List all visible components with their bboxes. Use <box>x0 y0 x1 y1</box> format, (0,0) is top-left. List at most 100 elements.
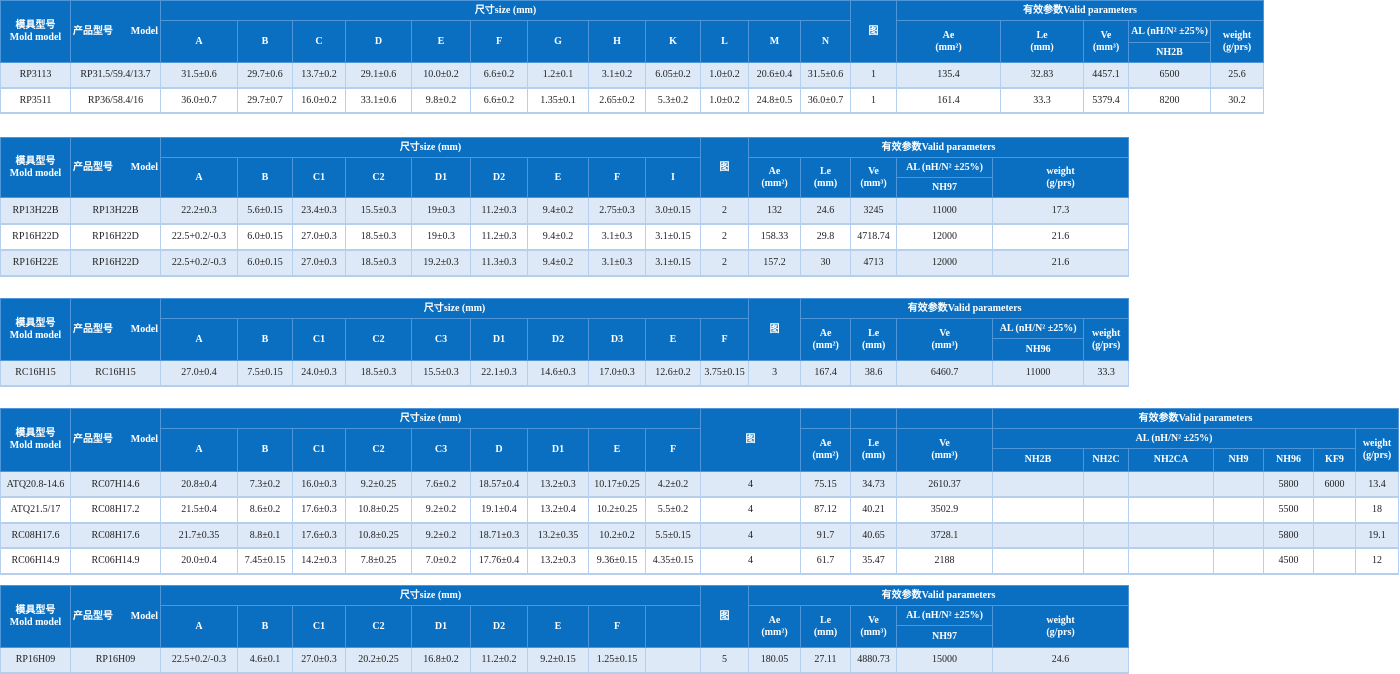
ve-header: Ve (mm³) <box>896 428 993 472</box>
table-cell: 15.5±0.3 <box>411 360 471 387</box>
table-cell: 23.4±0.3 <box>292 197 346 225</box>
dim-header-C2: C2 <box>345 318 412 361</box>
table-cell: 18 <box>1354 497 1400 524</box>
table-cell: 2610.37 <box>896 471 993 498</box>
model-label: Model <box>130 323 158 335</box>
size-header: 尺寸size (mm) <box>160 585 701 606</box>
material-header-KF9: KF9 <box>1313 448 1356 472</box>
table-cell: 3.1±0.3 <box>588 223 646 251</box>
table-cell <box>1128 522 1214 549</box>
table-cell: ATQ21.5/17 <box>0 497 71 524</box>
table-cell: 11.2±0.3 <box>470 223 528 251</box>
table-cell: 18.71±0.3 <box>470 522 528 549</box>
table-cell: 9.4±0.2 <box>527 197 589 225</box>
table-cell: 9.2±0.25 <box>345 471 412 498</box>
table-cell: 5 <box>700 647 749 674</box>
le-header: Le (mm) <box>1000 20 1084 63</box>
blank-header <box>896 408 993 429</box>
table-cell: 27.0±0.4 <box>160 360 238 387</box>
table-cell: 1.0±0.2 <box>700 87 749 114</box>
product-model-header: 产品型号 Model <box>70 0 161 63</box>
table-cell: 21.5±0.4 <box>160 497 238 524</box>
table-cell: 3.1±0.3 <box>588 249 646 277</box>
spec-table-2: 模具型号 Mold model 产品型号 Model 尺寸size (mm) 图有效参数… <box>0 137 1130 277</box>
table-cell: 61.7 <box>800 548 851 575</box>
dim-header-A: A <box>160 605 238 648</box>
table-cell: ATQ20.8-14.6 <box>0 471 71 498</box>
table-cell: 161.4 <box>896 87 1001 114</box>
table-cell: 12 <box>1354 548 1400 575</box>
table-cell: 4718.74 <box>850 223 897 251</box>
table-cell: 4880.73 <box>850 647 897 674</box>
table-row: ATQ21.5/17 RC08H17.2 21.5±0.4 8.6±0.2 17.6±0… <box>0 497 1400 524</box>
table-cell: 91.7 <box>800 522 851 549</box>
dim-header-A: A <box>160 428 238 472</box>
le-header: Le (mm) <box>850 318 898 361</box>
table-cell <box>1213 497 1264 524</box>
material-header-NH97: NH97 <box>896 177 993 198</box>
table-cell <box>1128 471 1214 498</box>
table-cell: 4.35±0.15 <box>645 548 701 575</box>
table-cell: 9.2±0.2 <box>411 497 471 524</box>
product-model-header: 产品型号 Model <box>70 585 161 648</box>
table-cell: 7.3±0.2 <box>237 471 293 498</box>
table-cell: 9.2±0.15 <box>527 647 589 674</box>
table-cell: 9.4±0.2 <box>527 223 589 251</box>
table-cell: 4457.1 <box>1083 62 1129 89</box>
table-cell: 20.6±0.4 <box>748 62 801 89</box>
product-model-label: 产品型号 <box>73 610 113 622</box>
table-cell: 36.0±0.7 <box>160 87 238 114</box>
table-cell: 8200 <box>1128 87 1211 114</box>
dim-header-B: B <box>237 318 293 361</box>
table-cell: 27.0±0.3 <box>292 223 346 251</box>
spec-table-3: 模具型号 Mold model 产品型号 Model 尺寸size (mm) 图有效参数… <box>0 298 1130 387</box>
ve-header: Ve (mm³) <box>850 157 897 198</box>
table-cell: RP3511 <box>0 87 71 114</box>
table-cell: 17.76±0.4 <box>470 548 528 575</box>
valid-parameters-header: 有效参数Valid parameters <box>800 298 1130 319</box>
table-cell <box>1213 471 1264 498</box>
size-header: 尺寸size (mm) <box>160 408 701 429</box>
table-cell: 5.5±0.15 <box>645 522 701 549</box>
table-cell: 16.0±0.2 <box>292 87 346 114</box>
table-cell: 13.2±0.4 <box>527 497 589 524</box>
table-cell: 5.6±0.15 <box>237 197 293 225</box>
model-label: Model <box>130 25 158 37</box>
al-header: AL (nH/N² ±25%) <box>896 605 993 626</box>
table-cell: 6500 <box>1128 62 1211 89</box>
table-cell: RC06H14.9 <box>70 548 161 575</box>
dim-header-I: I <box>645 157 701 198</box>
figure-header: 图 <box>700 137 749 198</box>
table-cell <box>1313 522 1356 549</box>
dim-header-C3: C3 <box>411 318 471 361</box>
table-cell: 12.6±0.2 <box>645 360 701 387</box>
table-cell <box>1083 497 1129 524</box>
spec-table-4: 模具型号 Mold model 产品型号 Model 尺寸size (mm) 图 有效参数… <box>0 408 1400 575</box>
table-row: RP3113 RP31.5/59.4/13.7 31.5±0.6 29.7±0.6 13… <box>0 62 1265 89</box>
table-cell: 24.0±0.3 <box>292 360 346 387</box>
table-cell: 12000 <box>896 223 993 251</box>
blank-header <box>850 408 897 429</box>
table-cell: 9.8±0.2 <box>411 87 471 114</box>
table-cell <box>992 522 1084 549</box>
table-cell: 18.57±0.4 <box>470 471 528 498</box>
figure-header: 图 <box>700 408 801 472</box>
table-cell: 17.6±0.3 <box>292 522 346 549</box>
table-cell: RC16H15 <box>70 360 161 387</box>
ve-header: Ve (mm³) <box>896 318 994 361</box>
table-cell: RP16H22D <box>70 223 161 251</box>
table-cell: 10.0±0.2 <box>411 62 471 89</box>
table-cell: 2.65±0.2 <box>588 87 646 114</box>
table-cell: RP16H09 <box>0 647 71 674</box>
valid-parameters-header: 有效参数Valid parameters <box>747 137 1130 158</box>
table-cell: 29.7±0.7 <box>237 87 293 114</box>
table-cell: 87.12 <box>800 497 851 524</box>
product-model-label: 产品型号 <box>73 161 113 173</box>
weight-header: weight (g/prs) <box>991 157 1130 198</box>
valid-parameters-header: 有效参数Valid parameters <box>747 585 1130 606</box>
al-header: AL (nH/N² ±25%) <box>1128 20 1211 43</box>
table-cell <box>1213 522 1264 549</box>
table-cell: 167.4 <box>800 360 852 387</box>
figure-header: 图 <box>748 298 802 361</box>
dim-header-F: F <box>699 318 750 361</box>
